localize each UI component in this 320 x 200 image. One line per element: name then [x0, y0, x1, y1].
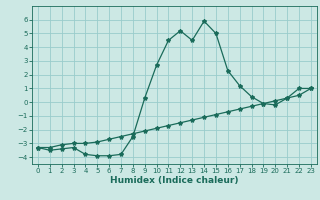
X-axis label: Humidex (Indice chaleur): Humidex (Indice chaleur)	[110, 176, 239, 185]
